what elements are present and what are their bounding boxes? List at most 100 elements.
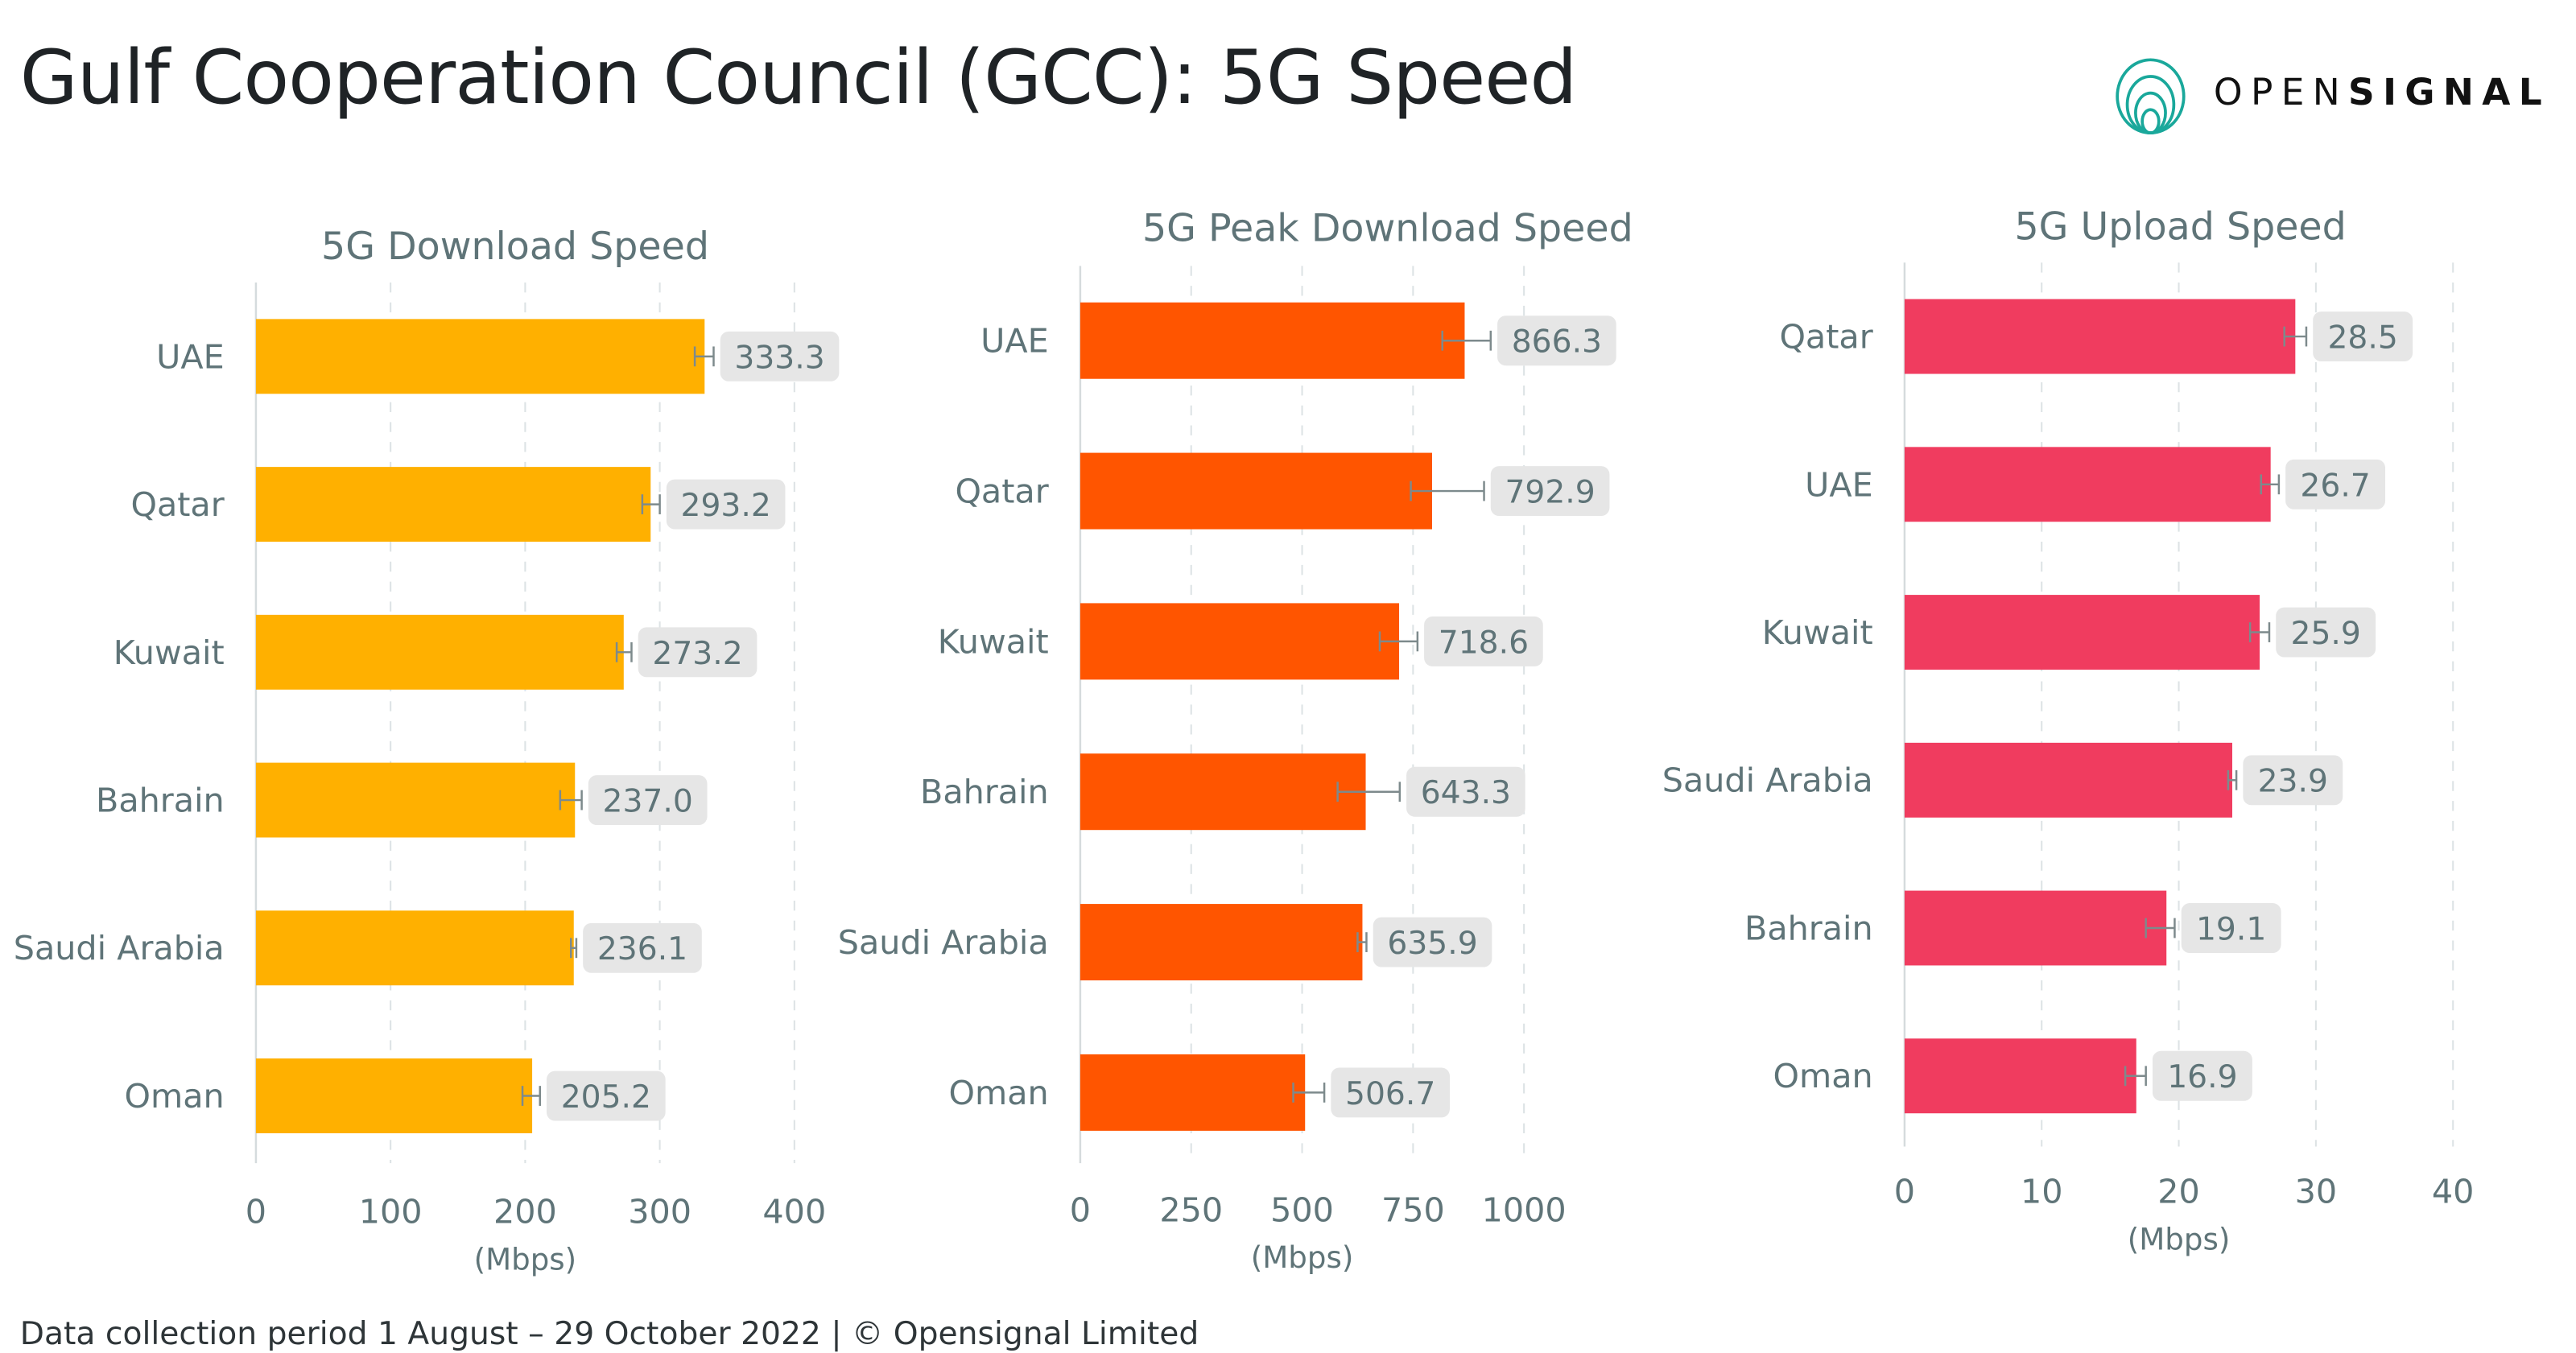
category-label: UAE bbox=[980, 322, 1049, 361]
category-label: Oman bbox=[1773, 1057, 1873, 1095]
data-label-box bbox=[583, 922, 702, 973]
data-label: 293.2 bbox=[681, 488, 771, 524]
opensignal-logo: OPENSIGNAL bbox=[2111, 56, 2543, 136]
category-label: Qatar bbox=[130, 485, 224, 524]
chart-panel-1: 5G Download Speed 0 100 200 300 400 (Mbps) UAE 3… bbox=[14, 225, 840, 1277]
data-label: 506.7 bbox=[1345, 1076, 1435, 1112]
x-axis-label: (Mbps) bbox=[1251, 1240, 1354, 1275]
logo-wordmark: OPENSIGNAL bbox=[2214, 73, 2550, 115]
bar bbox=[1904, 447, 2271, 522]
data-label: 236.1 bbox=[597, 931, 687, 967]
bar bbox=[255, 614, 624, 690]
category-label: Qatar bbox=[1779, 318, 1872, 357]
data-label: 23.9 bbox=[2258, 764, 2328, 800]
x-tick-label: 750 bbox=[1381, 1190, 1445, 1229]
data-label-box bbox=[1373, 917, 1492, 967]
x-tick-label: 0 bbox=[246, 1192, 266, 1231]
category-label: UAE bbox=[1805, 465, 1873, 504]
x-tick-label: 100 bbox=[359, 1192, 423, 1231]
data-label-box bbox=[1331, 1067, 1450, 1118]
data-label: 205.2 bbox=[561, 1079, 651, 1116]
x-tick-label: 40 bbox=[2432, 1173, 2475, 1211]
bar bbox=[1904, 299, 2296, 374]
data-label: 333.3 bbox=[734, 340, 824, 376]
bar bbox=[1904, 1038, 2136, 1114]
x-axis-label: (Mbps) bbox=[474, 1242, 577, 1277]
data-label: 16.9 bbox=[2167, 1059, 2237, 1095]
data-label-box bbox=[1490, 466, 1610, 517]
data-label-box bbox=[2181, 903, 2281, 953]
data-label: 718.6 bbox=[1439, 625, 1529, 661]
x-tick-label: 0 bbox=[1070, 1190, 1091, 1229]
data-label-box bbox=[588, 775, 708, 826]
x-tick-label: 30 bbox=[2295, 1173, 2338, 1211]
category-label: Saudi Arabia bbox=[838, 923, 1049, 962]
bar bbox=[1904, 890, 2167, 966]
data-label-box bbox=[638, 627, 758, 678]
data-label-box bbox=[2152, 1050, 2252, 1101]
bar bbox=[1080, 904, 1363, 981]
category-label: Oman bbox=[949, 1074, 1049, 1112]
x-tick-label: 300 bbox=[628, 1192, 691, 1231]
data-label-box bbox=[666, 479, 786, 530]
x-tick-label: 20 bbox=[2157, 1173, 2200, 1211]
chart-title: 5G Download Speed bbox=[321, 225, 709, 269]
data-label: 28.5 bbox=[2327, 320, 2397, 357]
data-label-box bbox=[2313, 311, 2413, 362]
data-label: 635.9 bbox=[1387, 926, 1477, 962]
data-label-box bbox=[720, 331, 840, 382]
category-label: Saudi Arabia bbox=[1662, 761, 1873, 800]
x-tick-label: 10 bbox=[2021, 1173, 2063, 1211]
data-label-box bbox=[1406, 766, 1525, 817]
data-label: 866.3 bbox=[1512, 324, 1602, 361]
bar bbox=[1904, 742, 2232, 818]
footer-note: Data collection period 1 August – 29 Oct… bbox=[19, 1316, 1199, 1353]
x-axis-label: (Mbps) bbox=[2128, 1223, 2231, 1257]
bar bbox=[255, 1058, 533, 1133]
bar bbox=[1080, 1054, 1306, 1131]
chart-panel-3: 5G Upload Speed 0 10 20 30 40 (Mbps) Qatar 28.5 U… bbox=[1662, 204, 2475, 1256]
bar bbox=[1080, 302, 1465, 379]
bar bbox=[1080, 753, 1366, 831]
category-label: Kuwait bbox=[938, 622, 1049, 661]
data-label-box bbox=[2276, 607, 2376, 658]
bar bbox=[1904, 595, 2260, 670]
category-label: Kuwait bbox=[114, 633, 225, 672]
chart-title: 5G Upload Speed bbox=[2014, 204, 2346, 249]
data-label-box bbox=[547, 1070, 666, 1121]
category-label: Bahrain bbox=[1744, 909, 1873, 947]
data-label: 19.1 bbox=[2196, 911, 2266, 947]
category-label: Qatar bbox=[955, 472, 1048, 511]
data-label: 273.2 bbox=[652, 636, 742, 672]
data-label-box bbox=[2285, 459, 2386, 509]
category-label: Saudi Arabia bbox=[14, 929, 225, 967]
logo-text-bold: SIGNAL bbox=[2348, 72, 2550, 115]
chart-panel-2: 5G Peak Download Speed 0 250 500 750 1000 (Mbp… bbox=[838, 206, 1633, 1275]
category-label: UAE bbox=[156, 337, 225, 376]
bar bbox=[255, 762, 576, 838]
chart-title: 5G Peak Download Speed bbox=[1142, 206, 1633, 250]
data-label-box bbox=[2243, 755, 2343, 806]
x-tick-label: 400 bbox=[762, 1192, 826, 1231]
data-label: 792.9 bbox=[1505, 475, 1595, 511]
data-label: 237.0 bbox=[603, 784, 693, 820]
category-label: Bahrain bbox=[920, 773, 1049, 811]
bar bbox=[255, 319, 705, 394]
data-label-box bbox=[1497, 316, 1616, 366]
x-tick-label: 1000 bbox=[1482, 1190, 1567, 1229]
x-tick-label: 0 bbox=[1894, 1173, 1915, 1211]
bar bbox=[255, 467, 651, 542]
bar bbox=[1080, 452, 1432, 530]
data-label: 25.9 bbox=[2291, 616, 2361, 652]
bar bbox=[255, 910, 574, 986]
logo-text-light: OPEN bbox=[2213, 72, 2349, 115]
bar bbox=[1080, 603, 1400, 680]
page-title: Gulf Cooperation Council (GCC): 5G Speed bbox=[19, 33, 1578, 122]
category-label: Oman bbox=[125, 1077, 225, 1116]
data-label-box bbox=[1424, 616, 1543, 666]
x-tick-label: 250 bbox=[1159, 1190, 1223, 1229]
category-label: Bahrain bbox=[96, 782, 225, 820]
x-tick-label: 200 bbox=[493, 1192, 557, 1231]
